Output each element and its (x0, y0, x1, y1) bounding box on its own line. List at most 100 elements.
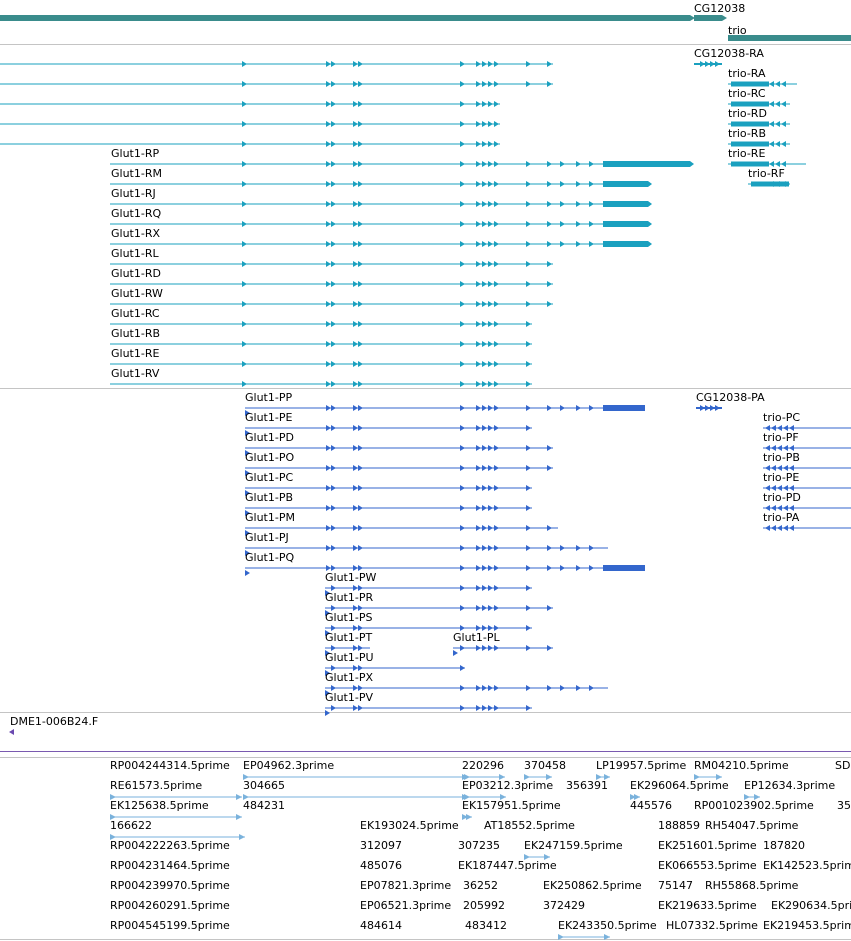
transcript-feature[interactable] (325, 625, 532, 636)
est-label[interactable]: 484614 (360, 919, 402, 932)
transcript-feature[interactable] (0, 81, 553, 87)
transcript-label[interactable]: Glut1-RL (111, 247, 159, 260)
est-feature[interactable] (558, 934, 610, 940)
est-label[interactable]: EK243350.5prime (558, 919, 657, 932)
est-label[interactable]: 205992 (463, 899, 505, 912)
transcript-label[interactable]: Glut1-RE (111, 347, 160, 360)
transcript-label[interactable]: Glut1-RJ (111, 187, 156, 200)
est-label[interactable]: 304665 (243, 779, 285, 792)
transcript-feature[interactable] (110, 201, 652, 207)
est-label[interactable]: EP06521.3prime (360, 899, 452, 912)
transcript-label[interactable]: Glut1-PC (245, 471, 294, 484)
est-label[interactable]: 483412 (465, 919, 507, 932)
transcript-feature[interactable] (728, 161, 806, 167)
est-feature[interactable] (524, 774, 552, 780)
gene-label[interactable]: CG12038 (694, 2, 746, 15)
est-label[interactable]: RP001023902.5prime (694, 799, 814, 812)
transcript-feature[interactable] (325, 605, 553, 616)
transcript-label[interactable]: trio-PC (763, 411, 801, 424)
transcript-feature[interactable] (728, 81, 797, 87)
est-label[interactable]: 372429 (543, 899, 585, 912)
transcript-feature[interactable] (245, 405, 645, 416)
est-label[interactable]: EK247159.5prime (524, 839, 623, 852)
est-feature[interactable] (110, 814, 242, 820)
est-label[interactable]: RP004260291.5prime (110, 899, 230, 912)
est-label[interactable]: EK219453.5prime (763, 919, 851, 932)
transcript-feature[interactable] (694, 61, 722, 67)
transcript-feature[interactable] (325, 705, 532, 716)
est-label[interactable]: HL07332.5prime (666, 919, 758, 932)
transcript-label[interactable]: Glut1-RM (111, 167, 162, 180)
est-label[interactable]: RM04210.5prime (694, 759, 789, 772)
est-label[interactable]: EK193024.5prime (360, 819, 459, 832)
transcript-label[interactable]: Glut1-PB (245, 491, 294, 504)
gene-feature[interactable] (728, 35, 851, 41)
transcript-feature[interactable] (110, 361, 532, 367)
est-label[interactable]: 187820 (763, 839, 805, 852)
transcript-feature[interactable] (763, 505, 851, 511)
transcript-label[interactable]: trio-RE (728, 147, 766, 160)
transcript-feature[interactable] (763, 525, 851, 531)
transcript-label[interactable]: Glut1-PU (325, 651, 374, 664)
est-label[interactable]: 35 (837, 799, 851, 812)
transcript-label[interactable]: trio-RC (728, 87, 766, 100)
transcript-label[interactable]: Glut1-PJ (245, 531, 289, 544)
transcript-feature[interactable] (110, 161, 694, 167)
transcript-feature[interactable] (110, 181, 652, 187)
est-feature[interactable] (462, 814, 472, 820)
est-label[interactable]: 166622 (110, 819, 152, 832)
transcript-label[interactable]: trio-PE (763, 471, 800, 484)
est-feature[interactable] (110, 834, 245, 840)
probe-feature[interactable] (9, 729, 14, 735)
transcript-feature[interactable] (0, 61, 553, 67)
transcript-feature[interactable] (245, 565, 645, 576)
est-label[interactable]: AT18552.5prime (484, 819, 575, 832)
transcript-label[interactable]: trio-RA (728, 67, 766, 80)
transcript-feature[interactable] (110, 281, 553, 287)
est-label[interactable]: EK066553.5prime (658, 859, 757, 872)
transcript-feature[interactable] (0, 141, 500, 147)
gene-label[interactable]: trio (728, 24, 747, 37)
transcript-label[interactable]: Glut1-PV (325, 691, 373, 704)
est-label[interactable]: 188859 (658, 819, 700, 832)
transcript-label[interactable]: Glut1-RD (111, 267, 161, 280)
est-label[interactable]: RP004545199.5prime (110, 919, 230, 932)
transcript-feature[interactable] (763, 445, 851, 451)
transcript-feature[interactable] (110, 261, 553, 267)
est-label[interactable]: EK125638.5prime (110, 799, 209, 812)
transcript-label[interactable]: Glut1-RP (111, 147, 160, 160)
transcript-label[interactable]: Glut1-PS (325, 611, 373, 624)
transcript-label[interactable]: Glut1-PP (245, 391, 293, 404)
est-label[interactable]: RP004231464.5prime (110, 859, 230, 872)
est-label[interactable]: RP004239970.5prime (110, 879, 230, 892)
transcript-label[interactable]: Glut1-RX (111, 227, 161, 240)
transcript-label[interactable]: Glut1-PR (325, 591, 374, 604)
est-label[interactable]: EK290634.5prime (771, 899, 851, 912)
est-label[interactable]: 307235 (458, 839, 500, 852)
est-label[interactable]: 75147 (658, 879, 693, 892)
est-label[interactable]: RP004222263.5prime (110, 839, 230, 852)
transcript-feature[interactable] (0, 121, 500, 127)
transcript-feature[interactable] (245, 525, 558, 536)
est-feature[interactable] (110, 794, 242, 800)
est-label[interactable]: EK157951.5prime (462, 799, 561, 812)
transcript-label[interactable]: Glut1-PX (325, 671, 374, 684)
est-label[interactable]: 484231 (243, 799, 285, 812)
est-label[interactable]: RH54047.5prime (705, 819, 799, 832)
transcript-label[interactable]: trio-PD (763, 491, 801, 504)
est-label[interactable]: EK250862.5prime (543, 879, 642, 892)
transcript-label[interactable]: trio-PB (763, 451, 800, 464)
transcript-feature[interactable] (696, 405, 722, 411)
transcript-feature[interactable] (763, 465, 851, 471)
transcript-feature[interactable] (0, 101, 500, 107)
transcript-label[interactable]: trio-RF (748, 167, 785, 180)
transcript-feature[interactable] (245, 445, 553, 456)
probe-label[interactable]: DME1-006B24.F (10, 715, 99, 728)
transcript-label[interactable]: Glut1-PM (245, 511, 295, 524)
transcript-label[interactable]: Glut1-PL (453, 631, 500, 644)
transcript-feature[interactable] (110, 241, 652, 247)
est-label[interactable]: 370458 (524, 759, 566, 772)
transcript-label[interactable]: trio-PA (763, 511, 800, 524)
est-label[interactable]: EK251601.5prime (658, 839, 757, 852)
transcript-feature[interactable] (245, 545, 608, 556)
